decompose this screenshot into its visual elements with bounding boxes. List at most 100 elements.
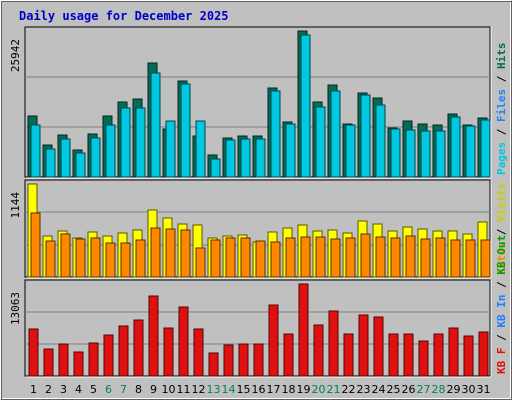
bar-kb-f-day-5 [88, 342, 99, 377]
panel-kbytes: 13063 KB F / KB In / KB Out [9, 235, 508, 378]
bar-sites-day-20 [315, 236, 326, 278]
y-max-label: 25942 [9, 39, 22, 72]
legend-segment: KB Out [495, 235, 508, 275]
legend-segment: Hits [495, 43, 508, 70]
x-tick-label-day-8: 8 [135, 383, 142, 396]
bar-files-day-18 [285, 123, 296, 178]
bar-sites-day-3 [60, 233, 71, 278]
legend-segment: Files [495, 89, 508, 122]
bar-sites-day-6 [105, 242, 116, 278]
panel-visits-sites: 1144 Sites / Visits [9, 179, 508, 279]
bar-files-day-4 [75, 152, 86, 178]
x-tick-label-day-13: 13 [207, 383, 221, 396]
legend-segment: / [495, 69, 508, 89]
bar-files-day-24 [375, 104, 386, 178]
x-axis-day-labels: 1 2 3 4 5 6 7 8 9 10 11 12 13 14 15 16 17 18 19 20 21 22 23 24 2… [30, 383, 491, 396]
bar-kb-f-day-12 [193, 328, 204, 377]
legend-segment: Sites [495, 242, 508, 275]
bar-sites-day-1 [30, 212, 41, 278]
bar-sites-day-29 [450, 239, 461, 278]
bar-kb-f-day-22 [343, 333, 354, 377]
series-files [30, 34, 491, 178]
x-tick-label-day-21: 21 [327, 383, 341, 396]
bar-kb-f-day-10 [163, 327, 174, 377]
bar-sites-day-18 [285, 237, 296, 278]
bar-files-day-25 [390, 128, 401, 178]
bar-sites-day-11 [180, 229, 191, 278]
y-max-label: 13063 [9, 292, 22, 325]
bar-kb-f-day-31 [478, 331, 489, 377]
legend-segment: KB F [495, 348, 508, 375]
bar-files-day-17 [270, 90, 281, 178]
bar-sites-day-2 [45, 240, 56, 278]
x-tick-label-day-31: 31 [477, 383, 491, 396]
bar-files-day-27 [420, 130, 431, 178]
x-tick-label-day-25: 25 [387, 383, 401, 396]
bar-kb-f-day-19 [298, 283, 309, 377]
bar-files-day-29 [450, 116, 461, 178]
series-sites [30, 212, 491, 278]
bar-sites-day-31 [480, 239, 491, 278]
x-tick-label-day-29: 29 [447, 383, 461, 396]
bar-kb-f-day-18 [283, 333, 294, 377]
x-tick-label-day-19: 19 [297, 383, 311, 396]
bar-sites-day-28 [435, 237, 446, 278]
bar-sites-day-26 [405, 235, 416, 278]
bar-sites-day-25 [390, 237, 401, 278]
bar-sites-day-8 [135, 239, 146, 278]
x-tick-label-day-26: 26 [402, 383, 416, 396]
bar-files-day-26 [405, 129, 416, 178]
bar-kb-f-day-25 [388, 333, 399, 377]
legend-segment: / [495, 275, 508, 295]
panel-hits-files-pages: 25942 Pages / Files / Hits [9, 26, 508, 179]
bar-files-day-3 [60, 138, 71, 178]
x-tick-label-day-2: 2 [45, 383, 52, 396]
y-max-label: 1144 [9, 192, 22, 219]
bar-files-day-23 [360, 94, 371, 178]
bar-files-day-9 [150, 72, 161, 178]
bar-files-day-10 [165, 120, 176, 178]
bar-kb-f-day-26 [403, 333, 414, 377]
x-tick-label-day-7: 7 [120, 383, 127, 396]
bar-kb-f-day-15 [238, 343, 249, 377]
x-tick-label-day-28: 28 [432, 383, 446, 396]
x-tick-label-day-1: 1 [30, 383, 37, 396]
bar-kb-f-day-2 [43, 348, 54, 377]
x-tick-label-day-15: 15 [237, 383, 251, 396]
chart-title: Daily usage for December 2025 [19, 9, 229, 23]
bar-files-day-1 [30, 124, 41, 178]
bar-files-day-6 [105, 124, 116, 178]
x-tick-label-day-4: 4 [75, 383, 82, 396]
bar-sites-day-15 [240, 237, 251, 278]
bar-files-day-28 [435, 130, 446, 178]
bar-files-day-16 [255, 138, 266, 178]
bar-sites-day-5 [90, 237, 101, 278]
bar-sites-day-4 [75, 238, 86, 278]
bar-files-day-12 [195, 120, 206, 178]
x-tick-label-day-16: 16 [252, 383, 266, 396]
bar-kb-f-day-14 [223, 344, 234, 377]
bar-files-day-5 [90, 137, 101, 178]
x-tick-label-day-14: 14 [222, 383, 236, 396]
bar-sites-day-7 [120, 242, 131, 278]
x-tick-label-day-3: 3 [60, 383, 67, 396]
x-tick-label-day-12: 12 [192, 383, 206, 396]
x-tick-label-day-22: 22 [342, 383, 356, 396]
bar-sites-day-24 [375, 236, 386, 278]
x-tick-label-day-10: 10 [162, 383, 176, 396]
series-kb-f [28, 283, 489, 377]
x-tick-label-day-17: 17 [267, 383, 281, 396]
bar-files-day-22 [345, 124, 356, 178]
bar-kb-f-day-16 [253, 343, 264, 377]
bar-sites-day-22 [345, 237, 356, 278]
bar-kb-f-day-11 [178, 306, 189, 377]
bar-kb-f-day-7 [118, 325, 129, 377]
bar-sites-day-17 [270, 241, 281, 278]
bar-sites-day-9 [150, 227, 161, 278]
bar-files-day-7 [120, 107, 131, 178]
bar-files-day-15 [240, 138, 251, 178]
bar-kb-f-day-6 [103, 334, 114, 377]
bar-sites-day-10 [165, 228, 176, 278]
